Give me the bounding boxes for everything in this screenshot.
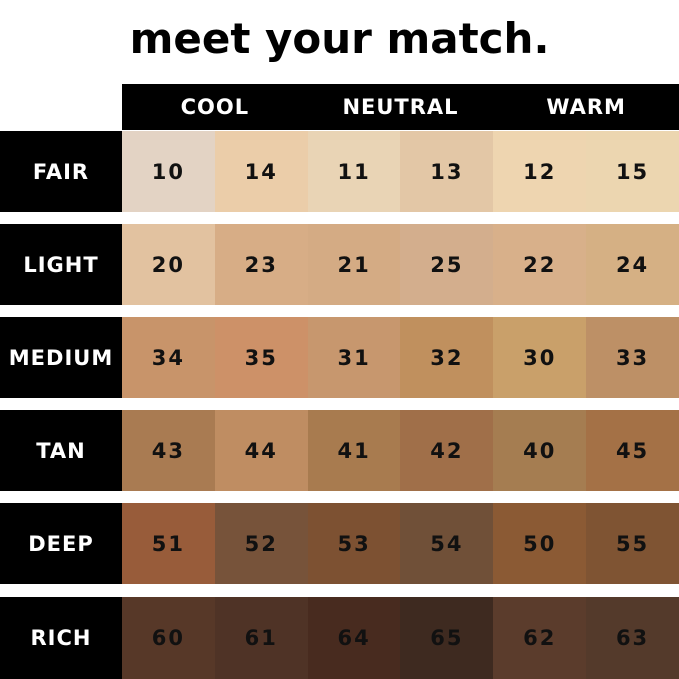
shade-swatch: 13 (400, 131, 494, 212)
page-title: meet your match. (129, 14, 550, 63)
row-label: FAIR (0, 131, 122, 212)
shade-swatch: 35 (214, 317, 308, 398)
shade-row-tan: TAN 43 44 41 42 40 45 (0, 410, 679, 491)
row-label: DEEP (0, 503, 122, 584)
shade-swatch: 10 (122, 131, 215, 212)
shade-swatch: 51 (122, 503, 215, 584)
shade-swatch: 62 (493, 597, 587, 679)
shade-swatch: 25 (400, 224, 494, 305)
shade-swatch: 54 (400, 503, 494, 584)
shade-swatch: 60 (122, 597, 215, 679)
shade-swatch: 30 (493, 317, 587, 398)
shade-swatch: 53 (307, 503, 401, 584)
shade-swatch: 12 (493, 131, 587, 212)
row-label: LIGHT (0, 224, 122, 305)
shade-swatch: 24 (586, 224, 679, 305)
shade-swatch: 63 (586, 597, 679, 679)
shade-swatch: 42 (400, 410, 494, 491)
shade-swatch: 52 (214, 503, 308, 584)
shade-swatch: 32 (400, 317, 494, 398)
shade-swatch: 20 (122, 224, 215, 305)
row-label: RICH (0, 597, 122, 679)
shade-swatch: 21 (307, 224, 401, 305)
shade-swatch: 40 (493, 410, 587, 491)
shade-row-rich: RICH 60 61 64 65 62 63 (0, 597, 679, 679)
shade-swatch: 33 (586, 317, 679, 398)
shade-row-medium: MEDIUM 34 35 31 32 30 33 (0, 317, 679, 398)
shade-swatch: 41 (307, 410, 401, 491)
shade-swatch: 64 (307, 597, 401, 679)
shade-swatch: 43 (122, 410, 215, 491)
shade-row-light: LIGHT 20 23 21 25 22 24 (0, 224, 679, 305)
column-header-cool: COOL (180, 95, 250, 119)
row-label: MEDIUM (0, 317, 122, 398)
row-label: TAN (0, 410, 122, 491)
column-header-warm: WARM (546, 95, 626, 119)
shade-swatch: 31 (307, 317, 401, 398)
shade-swatch: 44 (214, 410, 308, 491)
column-header-neutral: NEUTRAL (342, 95, 459, 119)
shade-swatch: 50 (493, 503, 587, 584)
shade-swatch: 11 (307, 131, 401, 212)
shade-swatch: 14 (214, 131, 308, 212)
shade-swatch: 34 (122, 317, 215, 398)
shade-swatch: 22 (493, 224, 587, 305)
shade-row-deep: DEEP 51 52 53 54 50 55 (0, 503, 679, 584)
shade-swatch: 15 (586, 131, 679, 212)
shade-swatch: 23 (214, 224, 308, 305)
shade-row-fair: FAIR 10 14 11 13 12 15 (0, 131, 679, 212)
shade-swatch: 65 (400, 597, 494, 679)
undertone-header: COOL NEUTRAL WARM (122, 84, 679, 130)
shade-swatch: 55 (586, 503, 679, 584)
shade-swatch: 61 (214, 597, 308, 679)
shade-swatch: 45 (586, 410, 679, 491)
